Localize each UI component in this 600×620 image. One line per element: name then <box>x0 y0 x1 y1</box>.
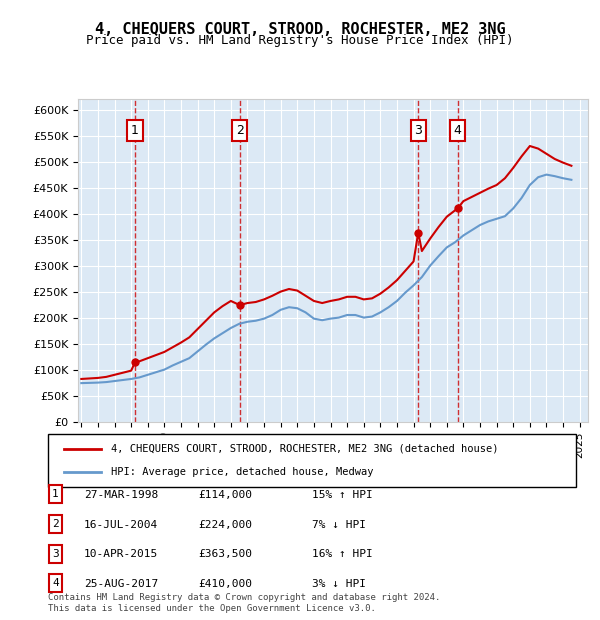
Text: 3: 3 <box>52 549 59 559</box>
Text: 3% ↓ HPI: 3% ↓ HPI <box>312 579 366 589</box>
Text: 2: 2 <box>236 124 244 137</box>
Text: 4, CHEQUERS COURT, STROOD, ROCHESTER, ME2 3NG: 4, CHEQUERS COURT, STROOD, ROCHESTER, ME… <box>95 22 505 37</box>
Text: £410,000: £410,000 <box>198 579 252 589</box>
Text: 3: 3 <box>414 124 422 137</box>
Text: 16% ↑ HPI: 16% ↑ HPI <box>312 549 373 559</box>
Text: 1: 1 <box>131 124 139 137</box>
Text: 4: 4 <box>52 578 59 588</box>
FancyBboxPatch shape <box>49 545 62 562</box>
Text: 4, CHEQUERS COURT, STROOD, ROCHESTER, ME2 3NG (detached house): 4, CHEQUERS COURT, STROOD, ROCHESTER, ME… <box>112 444 499 454</box>
Text: £224,000: £224,000 <box>198 520 252 529</box>
Text: 27-MAR-1998: 27-MAR-1998 <box>84 490 158 500</box>
Text: £114,000: £114,000 <box>198 490 252 500</box>
Text: Contains HM Land Registry data © Crown copyright and database right 2024.
This d: Contains HM Land Registry data © Crown c… <box>48 593 440 613</box>
Text: 4: 4 <box>454 124 461 137</box>
FancyBboxPatch shape <box>49 575 62 592</box>
Text: 7% ↓ HPI: 7% ↓ HPI <box>312 520 366 529</box>
Text: 25-AUG-2017: 25-AUG-2017 <box>84 579 158 589</box>
Text: HPI: Average price, detached house, Medway: HPI: Average price, detached house, Medw… <box>112 467 374 477</box>
FancyBboxPatch shape <box>49 515 62 533</box>
FancyBboxPatch shape <box>48 434 576 487</box>
Text: 16-JUL-2004: 16-JUL-2004 <box>84 520 158 529</box>
Text: 10-APR-2015: 10-APR-2015 <box>84 549 158 559</box>
Text: 15% ↑ HPI: 15% ↑ HPI <box>312 490 373 500</box>
FancyBboxPatch shape <box>49 485 62 503</box>
Text: Price paid vs. HM Land Registry's House Price Index (HPI): Price paid vs. HM Land Registry's House … <box>86 34 514 47</box>
Text: 1: 1 <box>52 489 59 499</box>
Text: 2: 2 <box>52 519 59 529</box>
Text: £363,500: £363,500 <box>198 549 252 559</box>
